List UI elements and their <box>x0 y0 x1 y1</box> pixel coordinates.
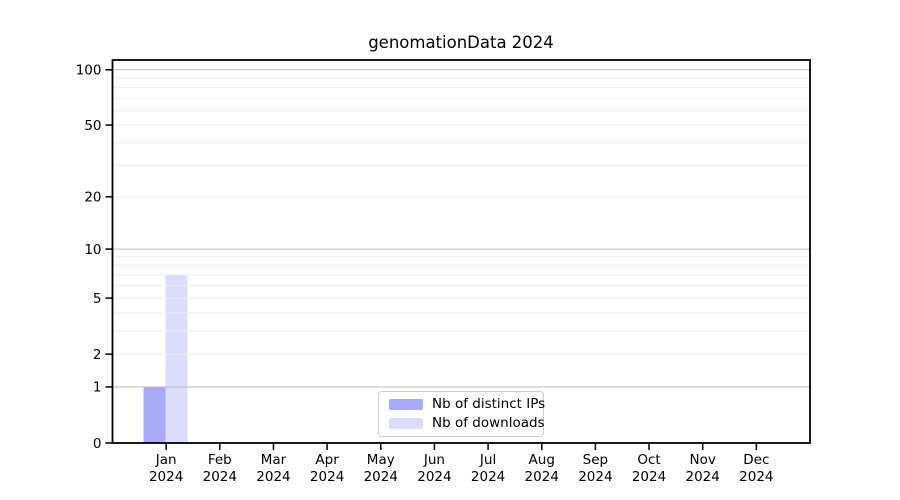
x-tick-label-nov: Nov 2024 <box>686 452 720 485</box>
y-tick-label: 1 <box>93 380 102 396</box>
x-tick-label-jan: Jan 2024 <box>149 452 183 485</box>
x-tick-label-sep: Sep 2024 <box>578 452 612 485</box>
x-tick-label-jul: Jul 2024 <box>471 452 505 485</box>
x-tick-label-aug: Aug 2024 <box>525 452 559 485</box>
x-tick-label-oct: Oct 2024 <box>632 452 666 485</box>
chart-title: genomationData 2024 <box>368 33 554 52</box>
y-tick-label: 0 <box>93 436 102 452</box>
legend-item-downloads: Nb of downloads <box>389 416 545 431</box>
y-tick-label: 10 <box>84 242 101 258</box>
x-tick-label-mar: Mar 2024 <box>256 452 290 485</box>
bar-distinct-ips-jan <box>143 386 166 443</box>
x-tick-label-dec: Dec 2024 <box>739 452 773 485</box>
legend: Nb of distinct IPs Nb of downloads <box>378 391 545 437</box>
x-tick-label-apr: Apr 2024 <box>310 452 344 485</box>
legend-label-downloads: Nb of downloads <box>432 415 545 431</box>
legend-swatch-distinct-ips <box>389 399 423 411</box>
y-tick-label: 100 <box>76 63 102 79</box>
x-tick-label-may: May 2024 <box>364 452 398 485</box>
legend-swatch-downloads <box>389 417 423 429</box>
legend-label-distinct-ips: Nb of distinct IPs <box>432 396 546 413</box>
plot-border <box>111 59 811 444</box>
x-tick-label-feb: Feb 2024 <box>203 452 237 485</box>
y-tick-label: 5 <box>93 291 102 307</box>
x-tick-label-jun: Jun 2024 <box>417 452 451 485</box>
y-tick-label: 2 <box>93 347 102 363</box>
legend-item-distinct-ips: Nb of distinct IPs <box>389 397 545 412</box>
bar-downloads-jan <box>165 274 188 443</box>
y-tick-label: 50 <box>84 118 101 134</box>
y-tick-label: 20 <box>84 190 101 206</box>
